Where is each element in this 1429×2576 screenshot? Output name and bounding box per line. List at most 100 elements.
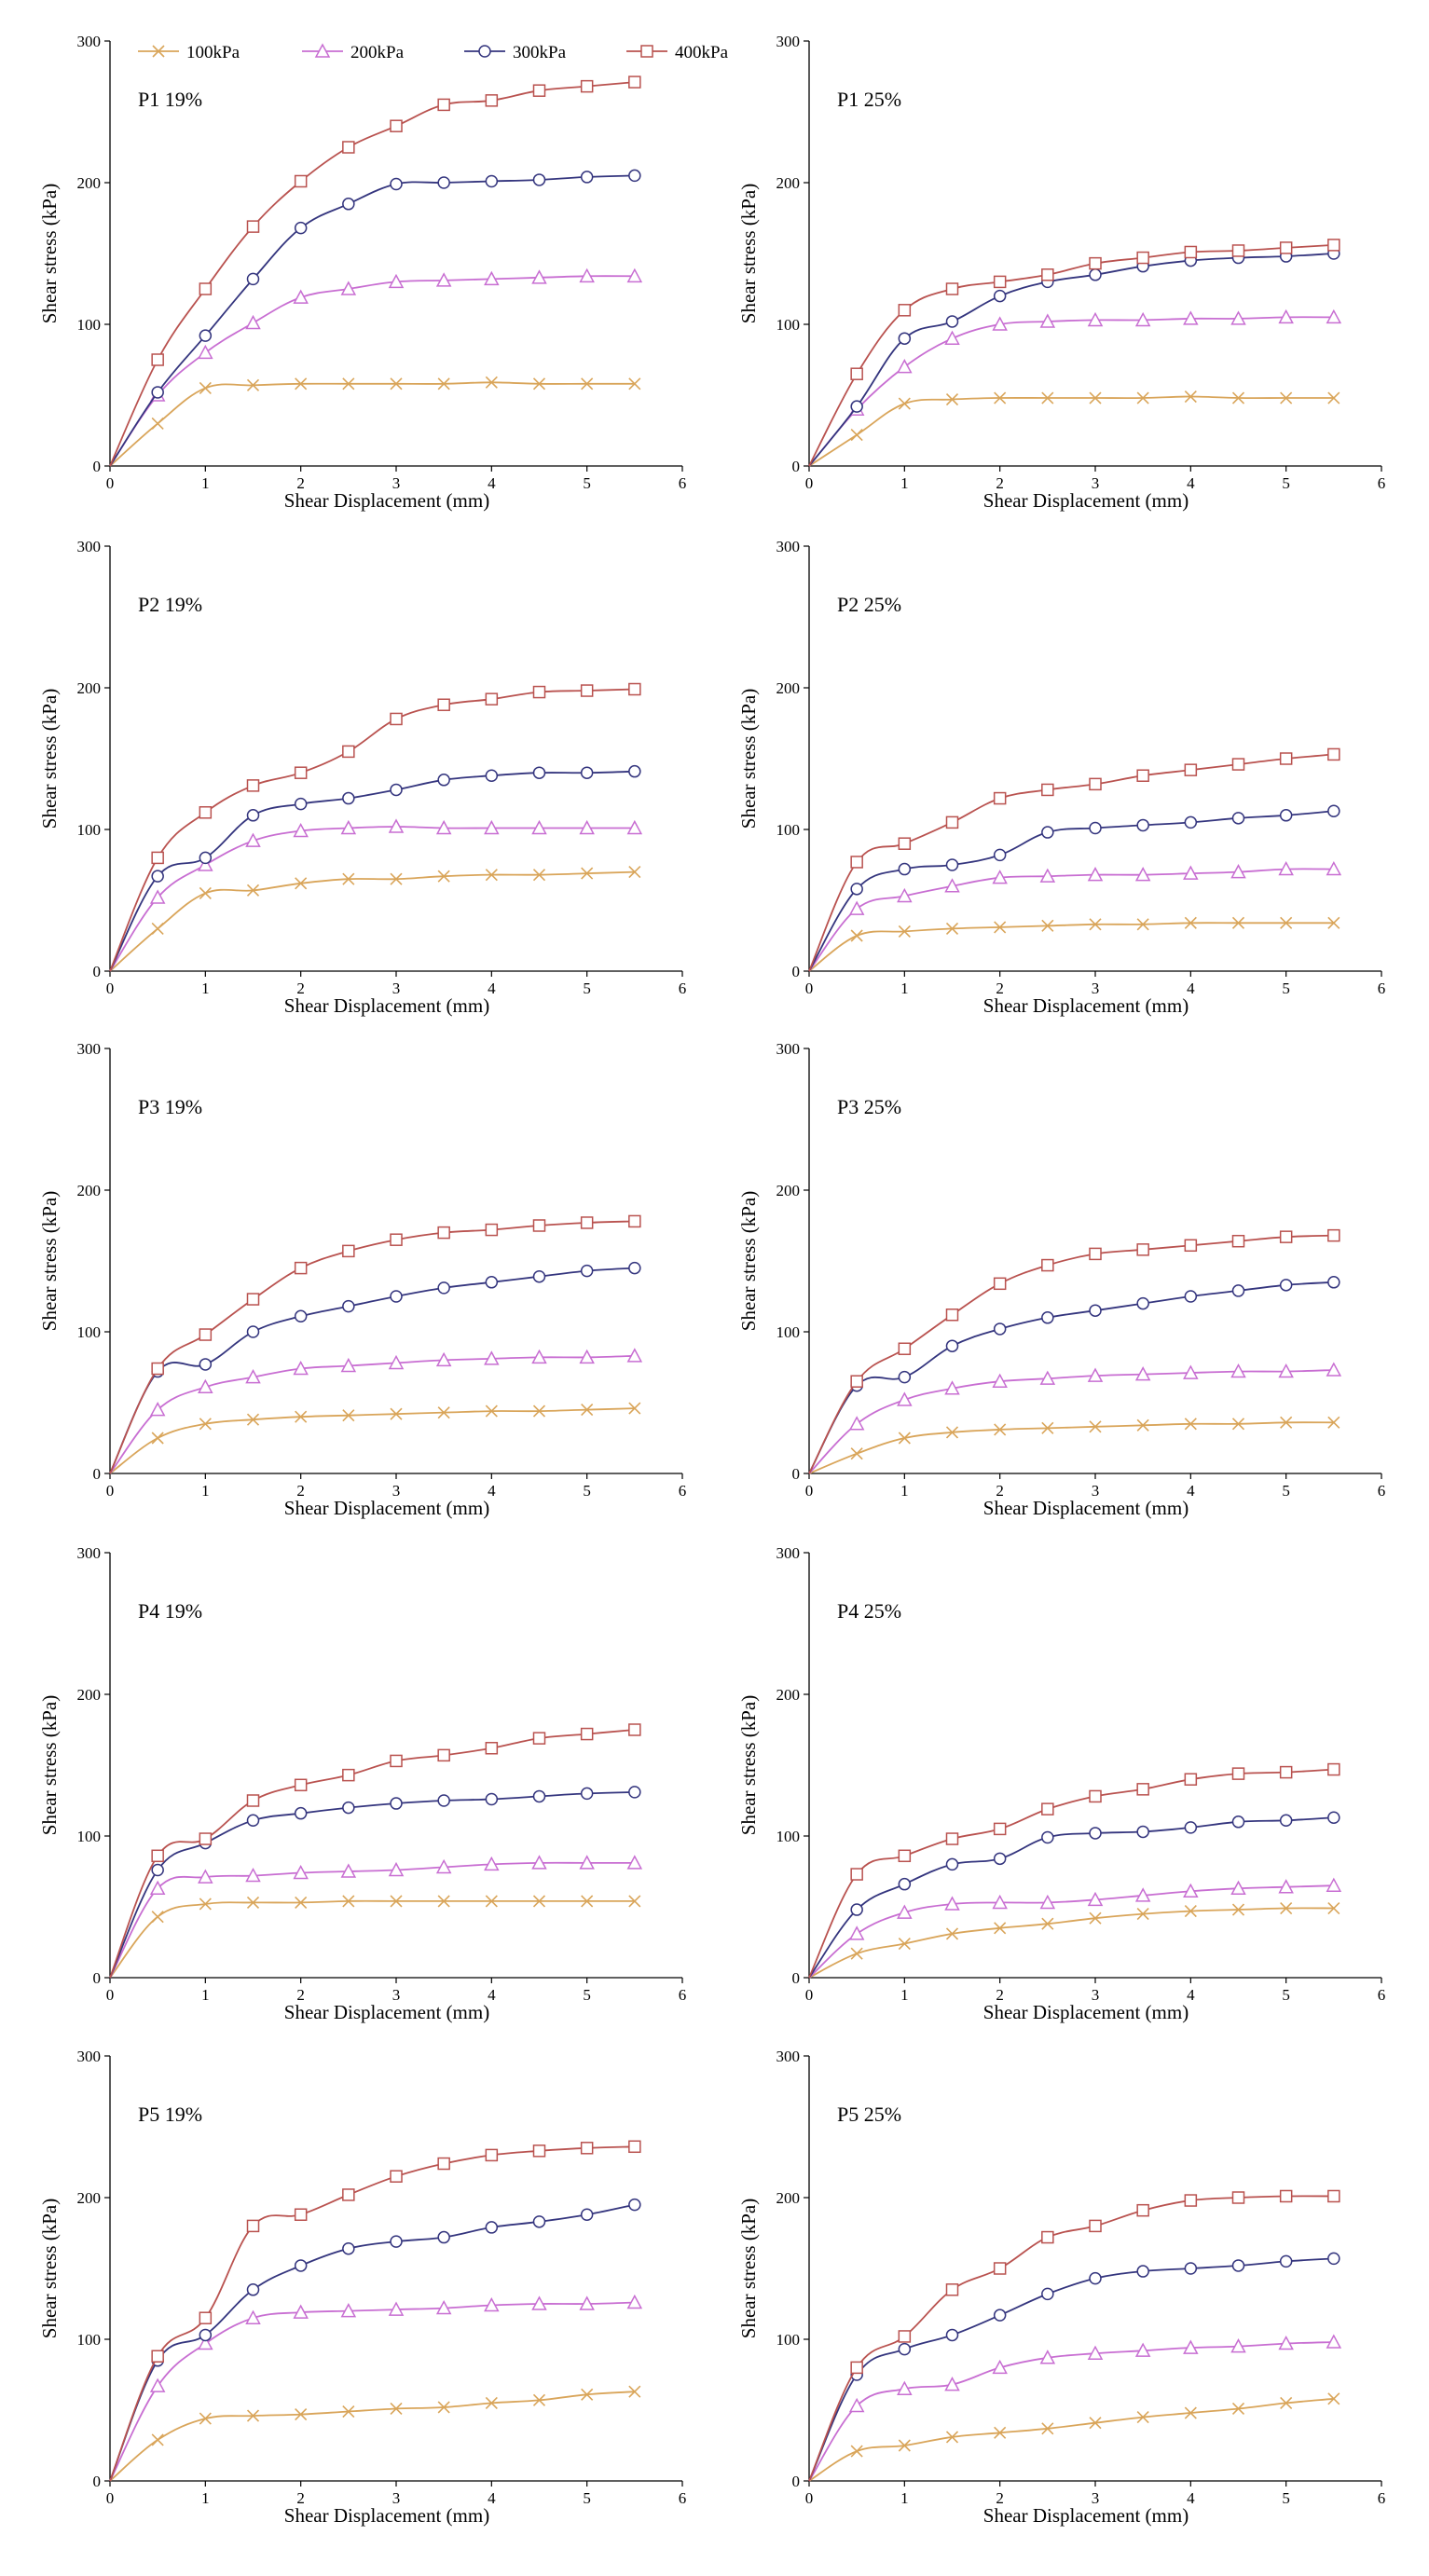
data-point	[580, 1216, 594, 1229]
data-point	[1184, 916, 1197, 929]
panel-label: P2 19%	[138, 593, 202, 616]
data-point	[848, 900, 865, 915]
data-point	[945, 1857, 959, 1871]
panel-label: P5 19%	[138, 2103, 202, 2126]
data-point	[1041, 783, 1054, 797]
data-point	[437, 698, 450, 711]
x-tick-label: 1	[201, 1986, 210, 2004]
data-point	[898, 332, 912, 345]
data-point	[437, 377, 450, 391]
data-point	[1184, 1290, 1198, 1303]
x-tick-label: 2	[996, 474, 1004, 492]
data-point	[1326, 2334, 1342, 2349]
y-axis-title: Shear stress (kPa)	[737, 1191, 760, 1331]
x-tick-label: 3	[392, 474, 401, 492]
data-point	[390, 1407, 403, 1420]
legend-marker	[314, 43, 331, 58]
data-point	[1136, 391, 1149, 404]
data-point	[1327, 1228, 1340, 1242]
data-point	[531, 269, 547, 284]
data-point	[199, 1328, 213, 1341]
data-point	[1089, 1827, 1102, 1840]
series-200kPa	[808, 2334, 1342, 2482]
y-tick-label: 200	[776, 1686, 801, 1704]
data-point	[340, 819, 357, 835]
data-point	[992, 1894, 1008, 1910]
data-point	[531, 1349, 547, 1364]
data-point	[485, 2148, 499, 2162]
series-100kPa	[808, 1901, 1340, 1979]
data-point	[1041, 1830, 1054, 1844]
y-tick-label: 200	[77, 1686, 102, 1704]
series-line	[109, 1861, 635, 1979]
series-200kPa	[808, 860, 1342, 972]
data-point	[342, 1299, 355, 1313]
x-tick-label: 2	[296, 2489, 305, 2507]
data-point	[340, 1357, 357, 1373]
x-tick-label: 3	[392, 2489, 401, 2507]
data-point	[532, 1732, 546, 1745]
x-tick-label: 5	[1282, 474, 1290, 492]
data-point	[848, 2397, 865, 2413]
data-point	[485, 94, 499, 107]
data-point	[581, 2388, 594, 2401]
data-point	[1231, 1234, 1245, 1248]
data-point	[390, 1895, 403, 1908]
data-point	[342, 198, 355, 211]
data-point	[199, 886, 212, 899]
data-point	[1279, 1765, 1293, 1779]
series-100kPa	[808, 916, 1340, 972]
data-point	[484, 1350, 500, 1365]
series-line	[808, 2341, 1334, 2482]
data-point	[1327, 1762, 1340, 1776]
series-200kPa	[109, 267, 643, 467]
data-point	[579, 1855, 595, 1870]
data-point	[293, 1360, 309, 1376]
x-tick-label: 0	[106, 980, 115, 997]
data-point	[850, 367, 863, 380]
data-point	[484, 1856, 500, 1871]
data-point	[388, 273, 405, 289]
data-point	[1136, 818, 1149, 832]
data-point	[294, 766, 308, 779]
panel-label: P5 25%	[837, 2103, 901, 2126]
y-tick-label: 0	[93, 1465, 102, 1483]
data-point	[340, 281, 357, 295]
data-point	[199, 2311, 213, 2324]
data-point	[532, 84, 546, 97]
x-tick-label: 6	[679, 1482, 687, 1500]
x-axis-title: Shear Displacement (mm)	[983, 489, 1189, 512]
data-point	[581, 867, 594, 880]
data-point	[1041, 268, 1054, 281]
y-tick-label: 300	[776, 33, 801, 50]
y-tick-label: 0	[93, 963, 102, 980]
y-tick-label: 0	[93, 458, 102, 475]
data-point	[532, 1219, 546, 1232]
data-point	[151, 870, 164, 883]
data-point	[1326, 1362, 1342, 1377]
data-point	[898, 1937, 911, 1951]
y-tick-label: 300	[77, 1040, 102, 1058]
data-point	[628, 2198, 641, 2212]
series-400kPa	[808, 239, 1340, 467]
x-tick-label: 0	[805, 474, 814, 492]
data-point	[485, 2221, 499, 2234]
data-point	[437, 98, 450, 112]
series-line	[808, 1907, 1334, 1979]
data-point	[151, 1863, 164, 1877]
x-axis-title: Shear Displacement (mm)	[284, 2001, 489, 2023]
data-point	[993, 1277, 1007, 1291]
data-point	[342, 1409, 355, 1422]
data-point	[435, 1351, 452, 1367]
data-point	[1279, 752, 1293, 765]
data-point	[246, 272, 260, 286]
data-point	[532, 1895, 546, 1908]
data-point	[342, 791, 355, 805]
data-point	[295, 377, 308, 391]
y-tick-label: 300	[776, 1544, 801, 1562]
x-tick-label: 4	[488, 1482, 496, 1500]
data-point	[1327, 747, 1340, 761]
series-line	[808, 922, 1334, 972]
x-tick-label: 5	[583, 1482, 591, 1500]
series-400kPa	[109, 1214, 641, 1474]
